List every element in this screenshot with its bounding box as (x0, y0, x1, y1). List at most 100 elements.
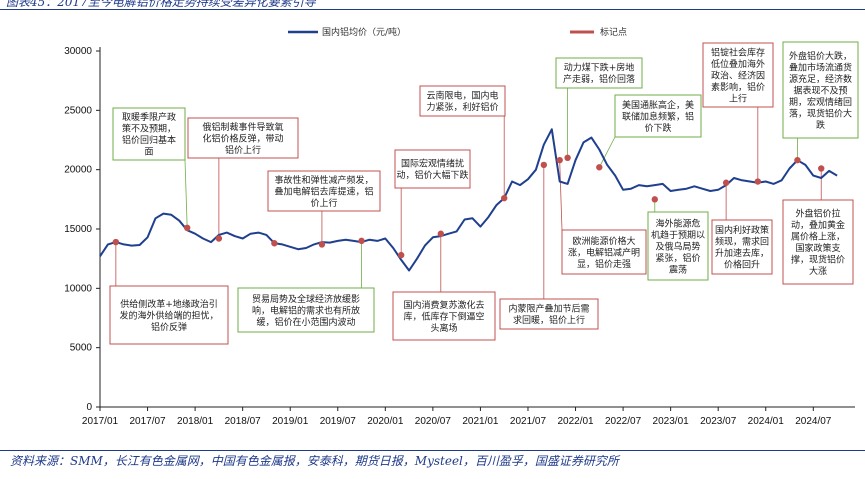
event-marker (215, 235, 223, 242)
annotation-text: 俄铝制裁事件导致氧 (202, 121, 283, 133)
x-tick-label: 2020/01 (367, 416, 404, 427)
annotation-text: 涨，电解铝减产明 (568, 246, 640, 258)
annotation-text: 跌 (816, 120, 825, 131)
event-marker (358, 237, 365, 245)
event-marker (183, 224, 191, 232)
annotation-text: 国内利好政策 (715, 224, 769, 236)
annotation-text: 事故性和弹性减产频发， (274, 174, 373, 186)
legend-marker-label: 标记点 (600, 26, 627, 38)
annotation-text: 美国通胀高企，美 (622, 99, 694, 111)
annotation-text: 落，现货铝价大 (789, 107, 852, 119)
annotation-text: 欧洲能源价格大 (572, 235, 635, 247)
price-chart: 0 5000 10000 15000 20000 25000 30000 2017/01 201… (64, 26, 859, 427)
annotation-box (614, 94, 702, 138)
annotation-text: 供给侧改革+地缘政治引 (120, 298, 218, 310)
annotation-text: 铝锭社会库存 (711, 46, 765, 58)
annotation-box (647, 211, 709, 281)
y-tick-label: 15000 (64, 224, 92, 235)
marker-layer (112, 154, 825, 259)
annotation-text: 取暖季限产政 (122, 111, 176, 123)
event-marker (501, 194, 508, 202)
annotation-text: 缓，铝价在小范围内波动 (256, 316, 355, 328)
annotation-text: 素影响，铝价 (711, 81, 765, 93)
annotation-box (782, 199, 854, 285)
x-tick-label: 2017/07 (129, 416, 166, 427)
y-tick-label: 10000 (64, 283, 92, 294)
annotation-text: 价上行 (310, 197, 337, 209)
annotation-box (237, 287, 375, 333)
footer-rule (0, 450, 865, 451)
annotation-box (499, 298, 599, 330)
x-tick-label: 2020/07 (415, 416, 452, 427)
annotation-box (561, 229, 647, 275)
aluminium-price-line (99, 128, 838, 272)
annotation-text: 期，宏观情绪回 (789, 96, 852, 108)
x-tick-label: 2021/01 (462, 416, 499, 427)
annotation-text: 贸易局势及全球经济放缓影 (252, 293, 360, 305)
annotation-text: 库，低库存下倒逼空 (403, 310, 484, 322)
annotation-text: 政治、经济因 (711, 69, 765, 81)
annotation: 外盘铝价大跌，叠加市场流通货源充足，经济数据表现不及预期，宏观情绪回落，现货铝价… (782, 41, 859, 161)
annotation-connector (559, 160, 563, 231)
event-marker (397, 251, 405, 259)
annotation-text: 外盘铝价大跌， (789, 50, 852, 62)
annotation-text: 及俄乌局势 (655, 240, 700, 252)
annotation-text: 源充足，经济数 (789, 73, 852, 85)
y-tick-label: 5000 (70, 343, 93, 354)
annotation-text: 上行 (729, 92, 747, 104)
annotation-text: 撑，现货铝价 (791, 254, 845, 266)
annotation-box (267, 170, 381, 212)
annotation-text: 价格回升 (724, 259, 760, 271)
x-tick-label: 2018/07 (225, 416, 262, 427)
header-rule (0, 9, 865, 10)
event-marker (651, 196, 658, 203)
annotation: 事故性和弹性减产频发，叠加电解铝去库提速，铝价上行 (267, 170, 381, 245)
annotation-text: 机趋于预期以 (651, 229, 705, 241)
event-marker (540, 161, 548, 169)
annotation-text: 升加速去库， (715, 247, 769, 259)
annotation-box (419, 85, 506, 117)
event-marker (596, 164, 603, 171)
event-marker (437, 230, 444, 237)
x-tick-label: 2024/07 (795, 416, 832, 427)
annotation-box (702, 42, 774, 108)
x-tick-label: 2022/01 (557, 416, 594, 427)
page-title: 图表45：2017至今电解铝价格走势持续受差异化要素引导 (6, 0, 316, 9)
x-tick-label: 2019/07 (320, 416, 357, 427)
annotation-text: 响，电解铝的需求也有所放 (252, 304, 360, 316)
x-tick-label: 2021/07 (510, 416, 547, 427)
event-marker (722, 179, 730, 186)
annotation-text: 国际宏观情绪扰 (401, 158, 464, 170)
event-marker (754, 178, 762, 185)
annotation-text: 发的海外供给端的担忧， (119, 309, 218, 321)
annotation-text: 海外能源危 (655, 217, 700, 229)
annotation-text: 铝价回归基本 (122, 134, 176, 146)
annotation-text: 铝价上行 (225, 144, 261, 156)
annotation-layer: 取暖季限产政策不及预期，铝价回归基本面俄铝制裁事件导致氧化铝价格反弹，带动铝价上… (109, 41, 859, 345)
x-tick-label: 2019/01 (272, 416, 309, 427)
y-tick-label: 25000 (64, 105, 92, 116)
annotation-text: 外盘铝价拉 (795, 208, 840, 220)
annotation-text: 联储加息频繁，铝 (622, 110, 694, 122)
y-tick-label: 0 (86, 402, 92, 413)
annotation-text: 低位叠加海外 (711, 58, 765, 70)
annotation-text: 内蒙限产叠加节后需 (508, 303, 589, 315)
legend-line-label: 国内铝均价（元/吨） (322, 26, 406, 38)
event-marker (794, 156, 801, 164)
annotation-text: 据表现不及预 (793, 84, 847, 96)
x-tick-label: 2023/07 (700, 416, 737, 427)
y-tick-label: 30000 (64, 46, 92, 57)
event-marker (556, 156, 563, 164)
annotation-text: 铝价反弹 (151, 321, 187, 333)
